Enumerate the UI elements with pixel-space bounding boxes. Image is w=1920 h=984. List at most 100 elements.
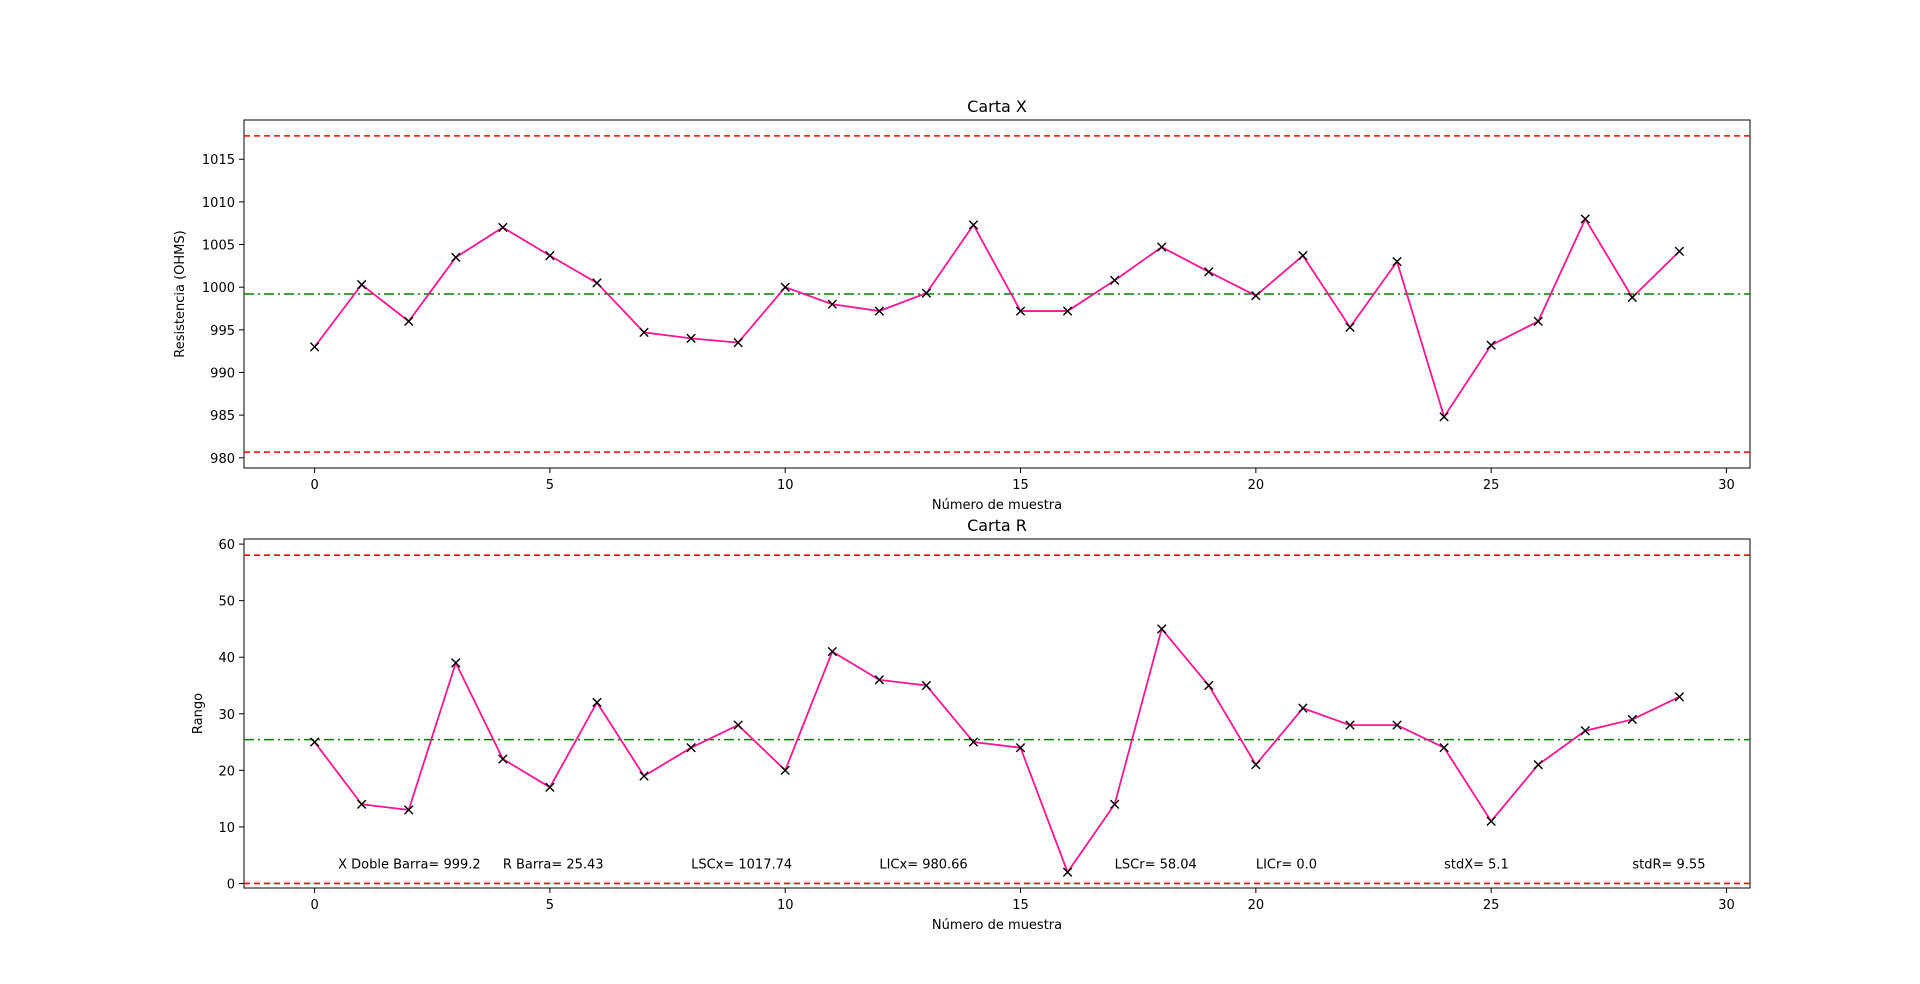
data-point-marker: [1486, 340, 1496, 350]
data-point-marker: [356, 799, 367, 809]
data-point-marker: [1627, 714, 1638, 725]
annotation-text: LICx= 980.66: [879, 858, 967, 873]
data-point-marker: [404, 316, 414, 326]
range-chart: Carta R 0 5 10 15 20 25 30 0 10 20 30 40 50 60 Número d…: [191, 516, 1751, 933]
data-point-marker: [356, 279, 367, 290]
data-point-marker: [1674, 692, 1685, 702]
data-point-marker: [1580, 214, 1590, 224]
annotation-text: X Doble Barra= 999.2: [338, 858, 481, 873]
series-line: [313, 217, 1681, 419]
data-point-marker: [1439, 412, 1449, 422]
data-point-marker: [545, 250, 555, 261]
data-point-marker: [921, 680, 932, 691]
data-point-marker: [780, 282, 790, 292]
x-bar-chart: Carta X0 5 10 15 20 25 30980985990995100010051…: [173, 97, 1751, 513]
y-tick-label: 40: [218, 651, 235, 666]
data-point-marker: [827, 299, 837, 309]
data-point-marker: [1345, 720, 1355, 730]
data-point-marker: [1486, 816, 1496, 826]
data-point-marker: [1204, 680, 1214, 691]
data-point-marker: [498, 222, 508, 233]
x-tick-label: 0: [310, 898, 318, 913]
y-tick-label: 1010: [202, 196, 235, 211]
annotation-text: LSCx= 1017.74: [691, 858, 792, 873]
data-point-marker: [451, 252, 461, 263]
data-point-marker: [309, 737, 320, 747]
data-point-marker: [592, 697, 602, 708]
x-tick-label: 15: [1012, 898, 1029, 913]
data-point-marker: [1062, 867, 1073, 877]
data-point-marker: [1533, 316, 1543, 326]
data-point-marker: [451, 658, 461, 668]
data-point-marker: [498, 754, 508, 764]
data-point-marker: [1533, 759, 1543, 770]
data-point-marker: [1627, 292, 1638, 303]
y-tick-label: 0: [227, 877, 235, 892]
data-point-marker: [1392, 720, 1402, 730]
y-tick-label: 995: [210, 324, 235, 339]
y-tick-label: 50: [218, 595, 235, 610]
annotation-text: LSCr= 58.04: [1115, 858, 1197, 873]
data-point-marker: [545, 782, 555, 793]
data-point-marker: [1204, 267, 1214, 277]
x-tick-label: 25: [1483, 478, 1500, 493]
x-tick-label: 10: [777, 478, 794, 493]
data-point-marker: [1298, 250, 1308, 261]
y-tick-label: 30: [218, 708, 235, 723]
y-tick-label: 10: [218, 821, 235, 836]
y-axis-label: Resistencia (OHMS): [173, 230, 188, 357]
x-axis-label: Número de muestra: [932, 918, 1062, 933]
data-point-marker: [404, 805, 414, 815]
data-point-marker: [1015, 306, 1026, 316]
y-axis-label: Rango: [191, 693, 206, 734]
data-point-marker: [733, 337, 743, 348]
data-point-marker: [1157, 624, 1167, 634]
annotation-text: LICr= 0.0: [1256, 858, 1317, 873]
x-tick-label: 25: [1483, 898, 1500, 913]
data-point-marker: [1109, 275, 1120, 286]
annotation-text: stdX= 5.1: [1444, 858, 1509, 873]
data-point-marker: [1062, 306, 1073, 316]
x-tick-label: 20: [1248, 478, 1265, 493]
data-point-marker: [1580, 726, 1590, 736]
y-tick-label: 985: [210, 409, 235, 424]
data-point-marker: [827, 646, 837, 657]
annotation-text: stdR= 9.55: [1632, 858, 1705, 873]
x-tick-label: 5: [546, 898, 554, 913]
x-tick-label: 30: [1718, 478, 1735, 493]
data-point-marker: [733, 720, 743, 730]
y-tick-label: 980: [210, 452, 235, 467]
chart-title: Carta R: [967, 516, 1027, 535]
data-point-marker: [874, 675, 885, 685]
data-point-marker: [592, 278, 602, 288]
data-point-marker: [968, 737, 979, 747]
data-point-marker: [1345, 322, 1355, 332]
data-point-marker: [1157, 242, 1167, 252]
data-point-marker: [1015, 743, 1026, 753]
y-tick-label: 20: [218, 764, 235, 779]
y-tick-label: 1005: [202, 239, 235, 254]
chart-title: Carta X: [967, 97, 1027, 116]
x-tick-label: 15: [1012, 478, 1029, 493]
data-point-marker: [874, 306, 885, 316]
data-point-marker: [1674, 246, 1685, 257]
data-point-marker: [780, 765, 790, 776]
y-tick-label: 1000: [202, 281, 235, 296]
data-point-marker: [921, 288, 932, 298]
y-tick-label: 60: [218, 538, 235, 553]
x-axis-label: Número de muestra: [932, 498, 1062, 513]
y-tick-label: 1015: [202, 153, 235, 168]
plot-frame: [243, 538, 1751, 889]
data-point-marker: [1109, 799, 1120, 809]
x-tick-label: 0: [310, 478, 318, 493]
y-tick-label: 990: [210, 366, 235, 381]
data-point-marker: [1251, 759, 1261, 770]
annotation-text: R Barra= 25.43: [503, 858, 604, 873]
x-tick-label: 5: [546, 478, 554, 493]
data-point-marker: [639, 327, 649, 338]
data-point-marker: [1251, 291, 1261, 301]
series-line: [313, 627, 1680, 875]
data-point-marker: [639, 771, 649, 781]
data-point-marker: [1298, 703, 1308, 713]
